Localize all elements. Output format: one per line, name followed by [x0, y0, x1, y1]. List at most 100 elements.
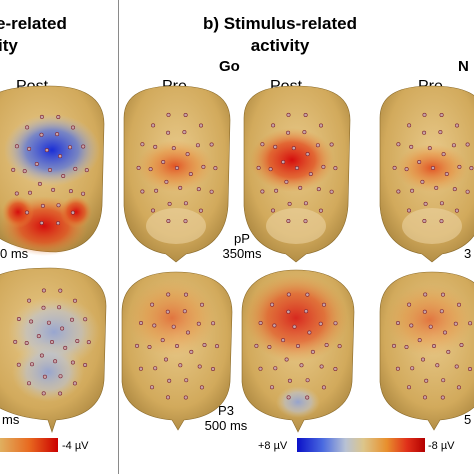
electrode-dot	[422, 112, 427, 117]
electrode-dot	[178, 185, 183, 190]
electrode-dot	[310, 349, 315, 354]
electrode-dot	[303, 219, 308, 224]
electrode-dot	[44, 148, 49, 153]
electrode-dot	[16, 316, 21, 321]
electrode-dot	[75, 338, 80, 343]
electrode-dot	[182, 309, 187, 314]
electrode-dot	[42, 374, 47, 379]
electrode-dot	[86, 340, 91, 345]
electrode-dot	[183, 395, 188, 400]
electrode-dot	[183, 113, 188, 118]
electrode-dot	[292, 324, 297, 329]
electrode-dot	[51, 187, 56, 192]
annotation-p3-label: P3	[218, 403, 234, 418]
electrode-dot	[286, 395, 291, 400]
electrode-dot	[428, 324, 433, 329]
electrode-dot	[153, 366, 158, 371]
electrode-dot	[209, 189, 214, 194]
electrode-dot	[151, 123, 156, 128]
electrode-dot	[61, 174, 66, 179]
colorbar-right-label: -8 µV	[428, 440, 455, 452]
electrode-dot	[175, 343, 180, 348]
electrode-dot	[68, 145, 73, 150]
electrode-dot	[27, 146, 32, 151]
electrode-dot	[465, 189, 470, 194]
electrode-dot	[58, 374, 63, 379]
electrode-dot	[188, 172, 193, 177]
electrode-dot	[14, 144, 19, 149]
electrode-dot	[303, 201, 308, 206]
electrode-dot	[469, 166, 474, 171]
electrode-dot	[46, 320, 51, 325]
electrode-dot	[391, 343, 396, 348]
electrode-dot	[286, 292, 291, 297]
electrode-dot	[211, 321, 216, 326]
electrode-dot	[287, 201, 292, 206]
electrode-dot	[56, 115, 61, 120]
electrode-dot	[456, 302, 461, 307]
electrode-dot	[424, 378, 429, 383]
electrode-dot	[178, 363, 183, 368]
electrode-dot	[430, 166, 435, 171]
electrode-dot	[53, 359, 58, 364]
electrode-dot	[63, 345, 68, 350]
electrode-dot	[465, 142, 470, 147]
electrode-dot	[407, 302, 412, 307]
electrode-dot	[83, 317, 88, 322]
electrode-dot	[258, 366, 263, 371]
electrode-dot	[321, 164, 326, 169]
annotation-pp-label: pP	[234, 231, 250, 246]
electrode-dot	[83, 362, 88, 367]
electrode-dot	[281, 338, 286, 343]
electrode-dot	[444, 172, 449, 177]
electrode-dot	[58, 391, 63, 396]
annotation-p3-time: 500 ms	[204, 418, 248, 433]
electrode-dot	[409, 144, 414, 149]
electrode-dot	[396, 142, 401, 147]
electrode-dot	[197, 364, 202, 369]
electrode-dot	[422, 130, 427, 135]
electrode-dot	[273, 366, 278, 371]
electrode-dot	[183, 201, 188, 206]
electrode-dot	[58, 288, 63, 293]
electrode-dot	[272, 323, 277, 328]
panel-a-title-line1: e-related	[0, 14, 67, 33]
electrode-dot	[267, 344, 272, 349]
electrode-dot	[439, 113, 444, 118]
electrode-dot	[198, 208, 203, 213]
electrode-dot	[269, 385, 274, 390]
electrode-dot	[47, 168, 52, 173]
electrode-dot	[333, 321, 338, 326]
electrode-dot	[439, 201, 444, 206]
electrode-dot	[160, 338, 165, 343]
electrode-dot	[294, 166, 299, 171]
electrode-dot	[457, 164, 462, 169]
electrode-dot	[270, 208, 275, 213]
electrode-dot	[184, 292, 189, 297]
electrode-dot	[71, 125, 76, 130]
electrode-dot	[284, 357, 289, 362]
electrode-dot	[36, 334, 41, 339]
electrode-dot	[427, 146, 432, 151]
electrode-dot	[410, 188, 415, 193]
electrode-dot	[39, 353, 44, 358]
electrode-dot	[438, 130, 443, 135]
electrode-dot	[420, 357, 425, 362]
electrode-dot	[138, 366, 143, 371]
electrode-dot	[409, 323, 414, 328]
electrode-dot	[39, 221, 44, 226]
electrode-dot	[451, 143, 456, 148]
electrode-dot	[40, 203, 45, 208]
electrode-dot	[329, 142, 334, 147]
electrode-dot	[167, 378, 172, 383]
electrode-dot	[14, 191, 19, 196]
electrode-dot	[305, 292, 310, 297]
electrode-dot	[199, 123, 204, 128]
electrode-dot	[166, 130, 171, 135]
electrode-dot	[68, 189, 73, 194]
electrode-dot	[392, 165, 397, 170]
electrode-dot	[420, 179, 425, 184]
electrode-dot	[305, 378, 310, 383]
colorbar-left-label: +8 µV	[258, 440, 288, 452]
electrode-dot	[423, 292, 428, 297]
